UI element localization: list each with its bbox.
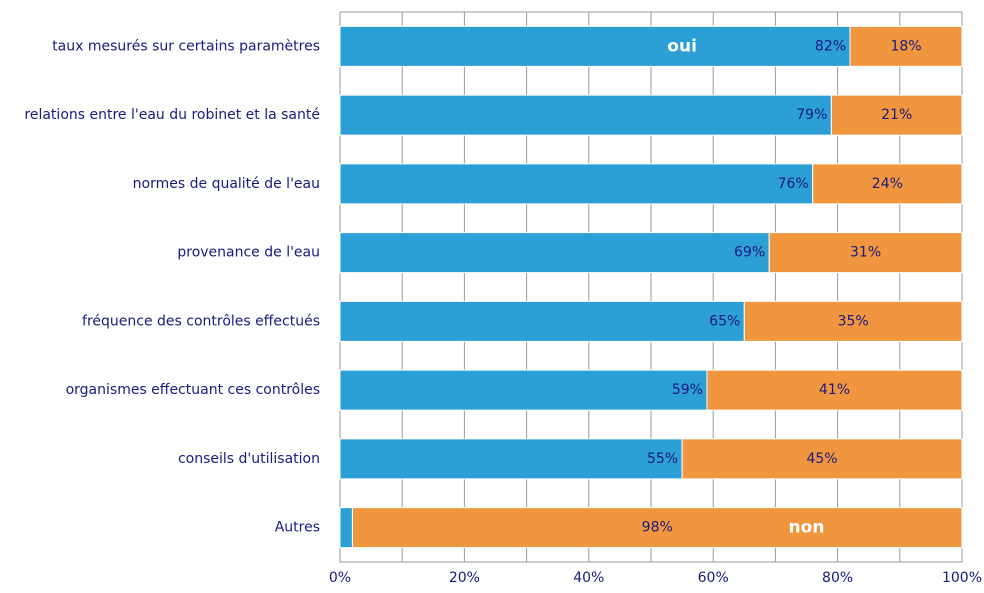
value-label: 41%: [819, 382, 850, 398]
bar-segment: [339, 507, 353, 549]
category-label: fréquence des contrôles effectués: [82, 313, 320, 329]
value-label: 69%: [734, 245, 765, 261]
x-tick-label: 20%: [449, 570, 480, 586]
category-label: normes de qualité de l'eau: [133, 176, 320, 192]
category-label: organismes effectuant ces contrôles: [66, 382, 320, 398]
bar-segment: [849, 25, 963, 67]
x-tick-label: 40%: [573, 570, 604, 586]
value-label: 59%: [672, 382, 703, 398]
bar-segment: [743, 300, 963, 342]
value-label: 21%: [881, 107, 912, 123]
bar-segment: [339, 25, 851, 67]
value-label: 79%: [796, 107, 827, 123]
value-label: 76%: [778, 176, 809, 192]
value-label: 24%: [872, 176, 903, 192]
bar-segment: [339, 438, 683, 480]
x-tick-label: 80%: [822, 570, 853, 586]
value-label: 98%: [642, 520, 673, 536]
series-name: non: [789, 518, 825, 538]
x-tick-label: 60%: [698, 570, 729, 586]
value-label: 65%: [709, 313, 740, 329]
bar-segment: [339, 94, 832, 136]
bar-segment: [812, 163, 963, 205]
bar-segment: [681, 438, 963, 480]
x-tick-label: 100%: [942, 570, 982, 586]
x-tick-label: 0%: [329, 570, 351, 586]
bar-segment: [339, 163, 814, 205]
bar-segment: [339, 232, 770, 274]
series-name: oui: [667, 36, 697, 56]
category-label: Autres: [275, 520, 320, 536]
value-label: 35%: [838, 313, 869, 329]
plot-border: [339, 11, 963, 563]
category-label: relations entre l'eau du robinet et la s…: [24, 107, 320, 123]
category-label: taux mesurés sur certains paramètres: [52, 38, 320, 54]
category-label: conseils d'utilisation: [178, 451, 320, 467]
value-label: 82%: [815, 38, 846, 54]
bar-segment: [339, 369, 708, 411]
bar-segment: [339, 300, 745, 342]
bar-segment: [830, 94, 963, 136]
bar-segment: [768, 232, 963, 274]
category-label: provenance de l'eau: [177, 245, 320, 261]
value-label: 31%: [850, 245, 881, 261]
value-label: 18%: [890, 38, 921, 54]
bar-segment: [706, 369, 963, 411]
value-label: 55%: [647, 451, 678, 467]
value-label: 45%: [806, 451, 837, 467]
bar-segment: [351, 507, 963, 549]
